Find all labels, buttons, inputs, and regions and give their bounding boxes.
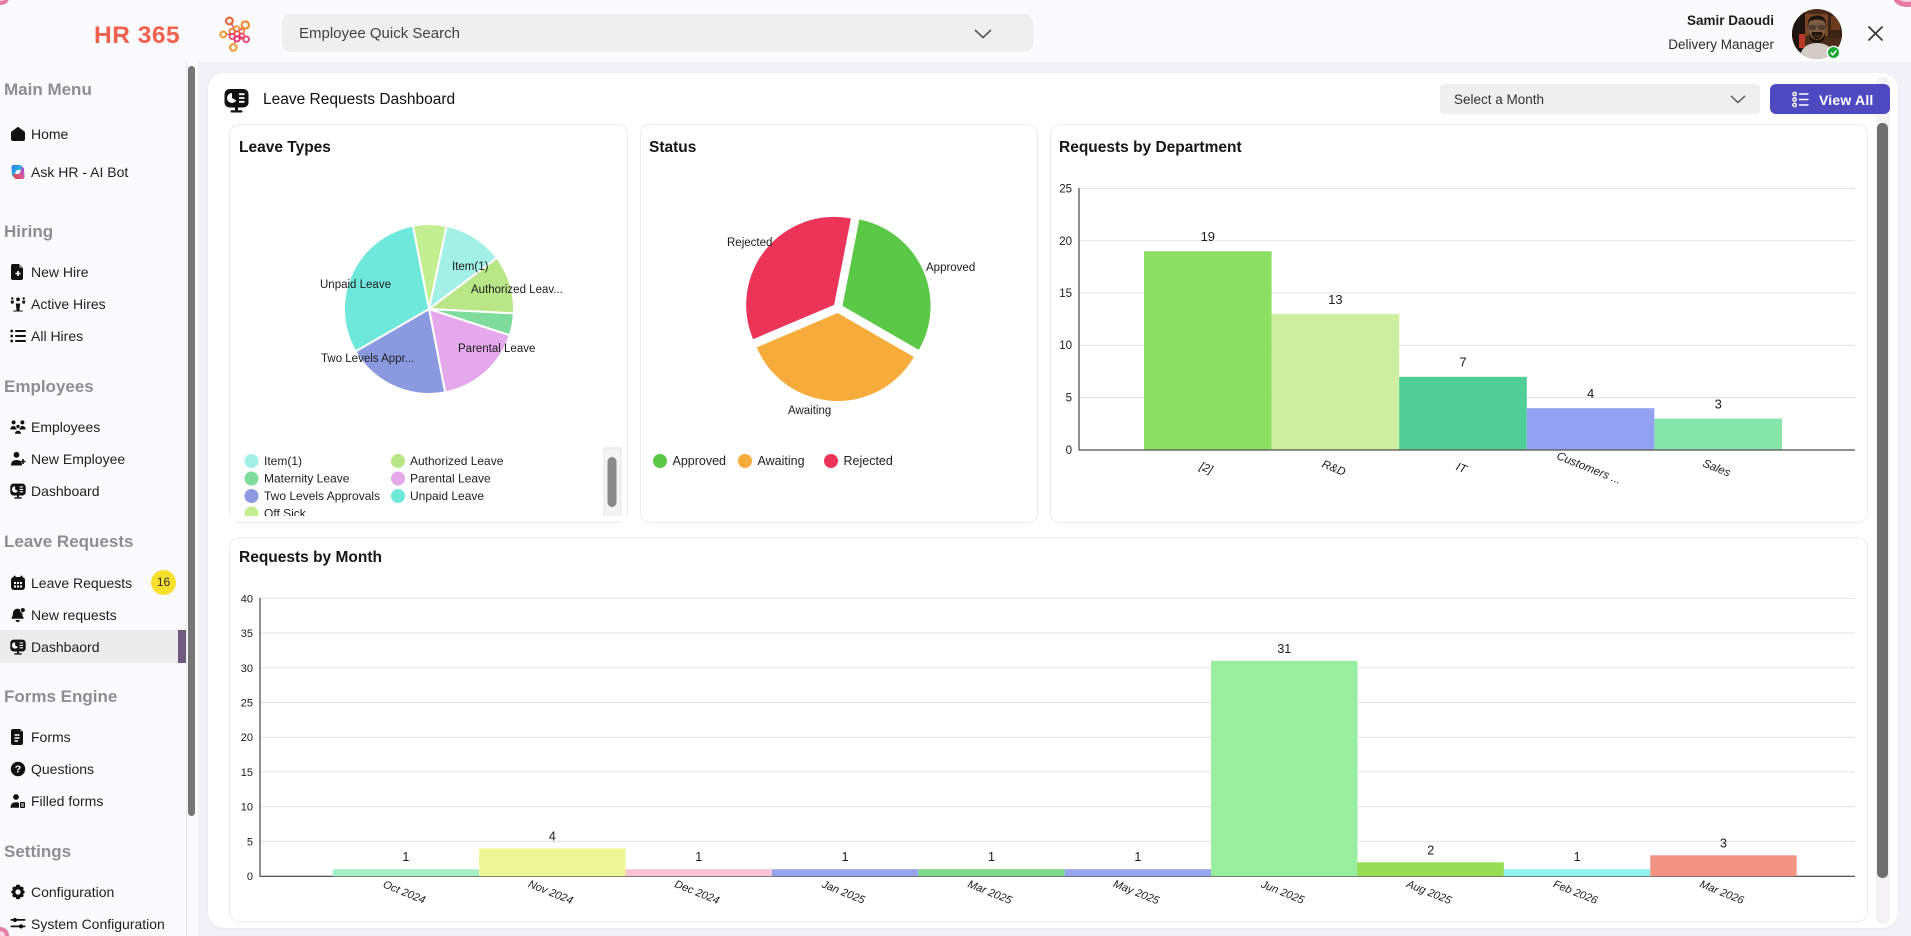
svg-text:15: 15: [1059, 288, 1072, 300]
svg-text:Approved: Approved: [673, 454, 727, 468]
svg-text:10: 10: [241, 802, 253, 814]
svg-text:13: 13: [1328, 292, 1342, 307]
svg-text:5: 5: [247, 836, 253, 848]
svg-text:5: 5: [1066, 393, 1072, 405]
svg-text:Oct 2024: Oct 2024: [381, 879, 427, 907]
svg-text:Two Levels Appr...: Two Levels Appr...: [321, 353, 414, 365]
svg-text:20: 20: [241, 732, 253, 744]
svg-text:Customers ...: Customers ...: [1555, 450, 1623, 487]
svg-text:Unpaid Leave: Unpaid Leave: [320, 279, 391, 291]
svg-text:Authorized Leav...: Authorized Leav...: [471, 284, 563, 296]
svg-text:3: 3: [1720, 836, 1727, 850]
svg-text:1: 1: [842, 850, 849, 864]
svg-text:Mar 2025: Mar 2025: [966, 878, 1014, 907]
svg-text:Awaiting: Awaiting: [758, 454, 805, 468]
svg-text:Jun 2025: Jun 2025: [1258, 878, 1306, 907]
svg-text:2: 2: [1427, 843, 1434, 857]
svg-text:15: 15: [241, 767, 253, 779]
svg-text:Item(1): Item(1): [452, 261, 489, 273]
svg-text:Rejected: Rejected: [844, 454, 893, 468]
svg-text:Aug 2025: Aug 2025: [1404, 878, 1454, 907]
svg-text:R&D: R&D: [1320, 459, 1347, 479]
svg-text:40: 40: [241, 593, 253, 605]
svg-text:1: 1: [988, 850, 995, 864]
svg-text:Unpaid Leave: Unpaid Leave: [410, 489, 484, 503]
svg-text:May 2025: May 2025: [1111, 878, 1161, 908]
svg-text:19: 19: [1201, 229, 1215, 244]
svg-text:35: 35: [241, 628, 253, 640]
svg-text:Jan 2025: Jan 2025: [819, 878, 867, 907]
svg-text:[2]: [2]: [1197, 460, 1215, 477]
svg-text:Parental Leave: Parental Leave: [410, 472, 491, 486]
svg-text:31: 31: [1277, 642, 1291, 656]
svg-text:Mar 2026: Mar 2026: [1698, 878, 1746, 907]
svg-text:Parental Leave: Parental Leave: [458, 343, 535, 355]
svg-text:10: 10: [1059, 340, 1072, 352]
svg-text:Authorized Leave: Authorized Leave: [410, 454, 504, 468]
svg-text:Approved: Approved: [926, 262, 975, 274]
svg-text:Item(1): Item(1): [264, 454, 302, 468]
svg-text:25: 25: [1059, 184, 1072, 196]
svg-text:4: 4: [1587, 386, 1594, 401]
svg-text:Feb 2026: Feb 2026: [1551, 878, 1599, 907]
svg-text:20: 20: [1059, 236, 1072, 248]
svg-text:0: 0: [247, 871, 253, 883]
svg-text:1: 1: [695, 850, 702, 864]
svg-text:?: ?: [15, 764, 21, 776]
svg-text:Rejected: Rejected: [727, 237, 772, 249]
svg-text:Two Levels Approvals: Two Levels Approvals: [264, 489, 380, 503]
svg-text:30: 30: [241, 663, 253, 675]
svg-text:3: 3: [1715, 397, 1722, 412]
svg-text:4: 4: [549, 829, 556, 843]
svg-text:Awaiting: Awaiting: [788, 405, 831, 417]
svg-text:Nov 2024: Nov 2024: [526, 878, 574, 907]
svg-text:Dec 2024: Dec 2024: [673, 878, 721, 907]
svg-text:1: 1: [1134, 850, 1141, 864]
svg-text:Sales: Sales: [1701, 458, 1732, 480]
svg-text:1: 1: [402, 850, 409, 864]
svg-text:1: 1: [1574, 850, 1581, 864]
svg-text:Maternity Leave: Maternity Leave: [264, 472, 350, 486]
svg-text:25: 25: [241, 698, 253, 710]
svg-text:0: 0: [1066, 445, 1072, 457]
svg-text:IT: IT: [1454, 461, 1469, 476]
svg-text:7: 7: [1459, 355, 1466, 370]
